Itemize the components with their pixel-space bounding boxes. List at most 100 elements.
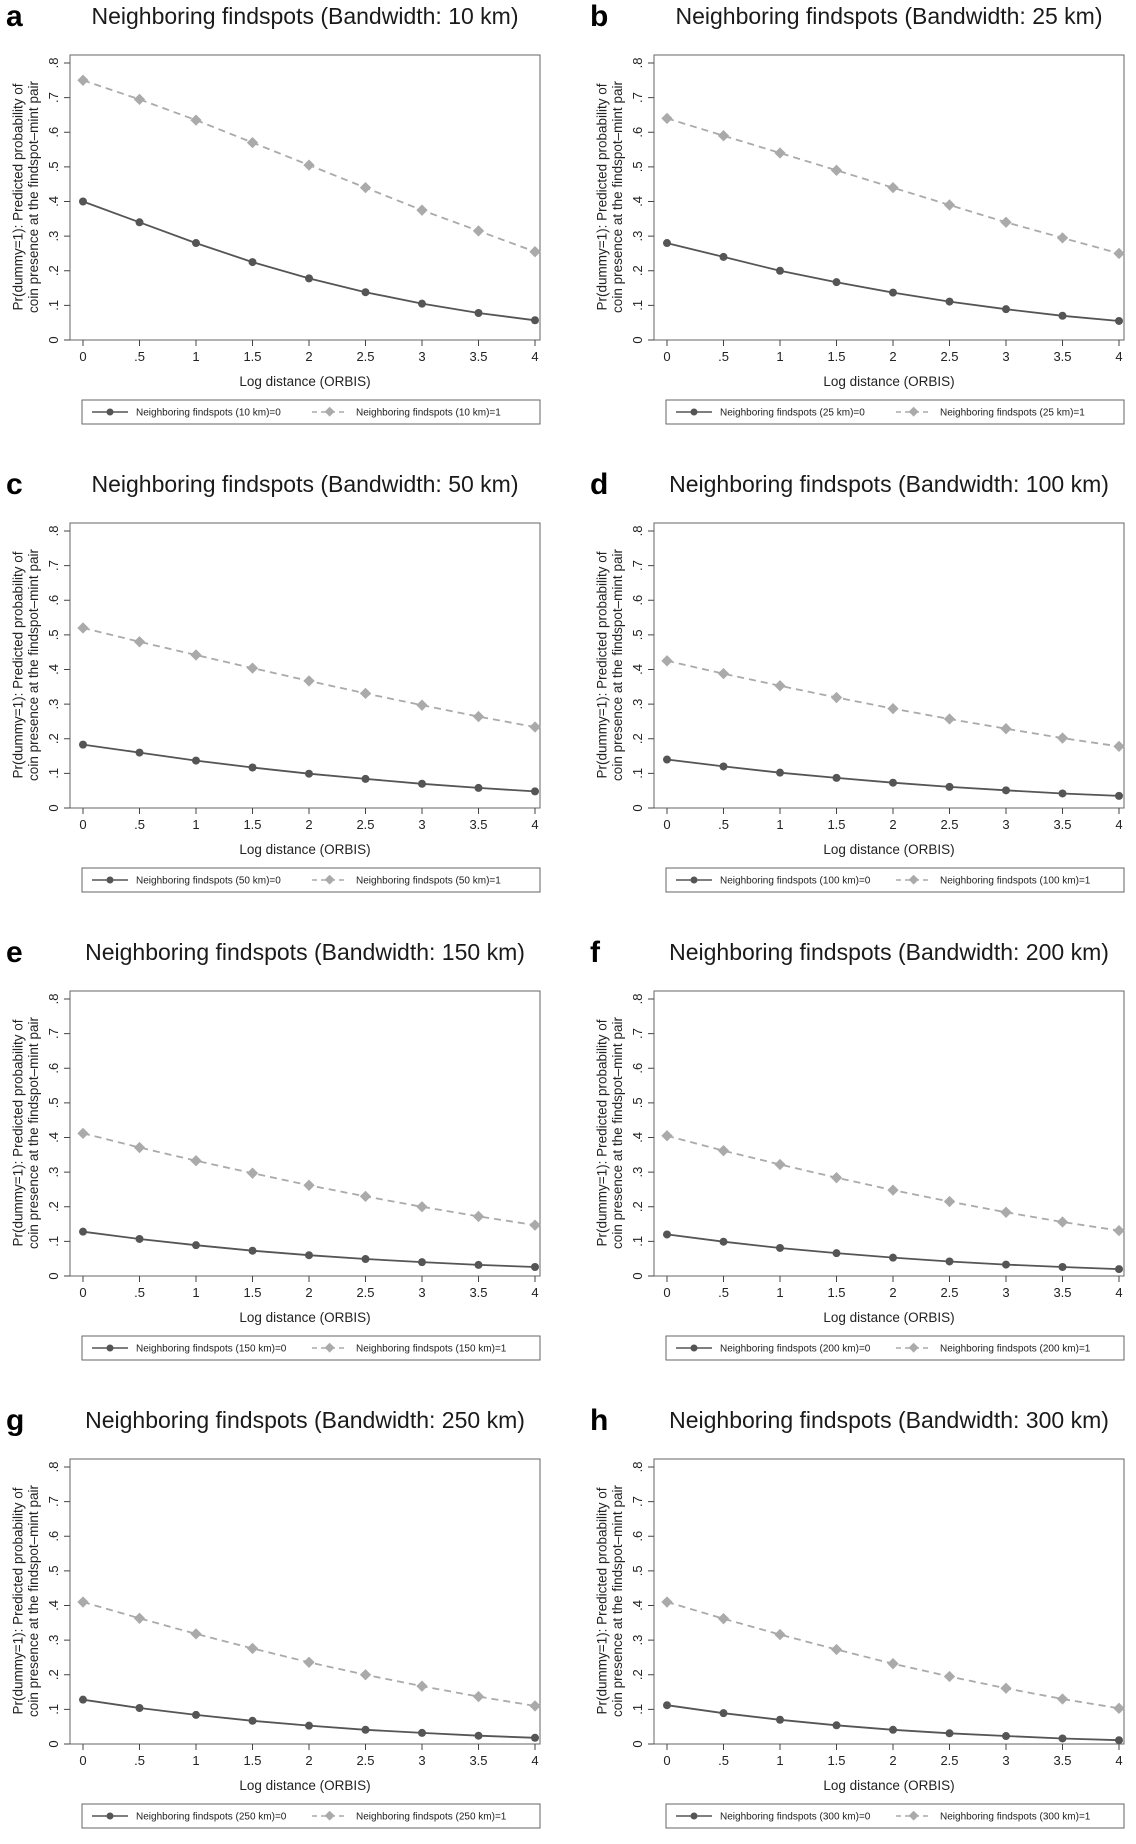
data-point [305, 1721, 313, 1730]
x-tick-label: 1 [776, 349, 783, 364]
y-axis-label: Pr(dummy=1): Predicted probability ofcoi… [11, 1017, 42, 1249]
x-tick-label: 1 [776, 1753, 783, 1768]
x-tick-label: 1.5 [827, 1285, 845, 1300]
x-tick-label: 2.5 [356, 349, 374, 364]
y-tick-label: .6 [630, 1063, 645, 1074]
legend-key-marker [106, 1344, 114, 1352]
y-tick-label: .6 [630, 1531, 645, 1542]
y-axis-label-line: Pr(dummy=1): Predicted probability of [11, 551, 26, 778]
data-point [190, 1155, 202, 1167]
series-line [82, 1132, 536, 1226]
data-point [1058, 789, 1067, 798]
data-point [661, 655, 673, 667]
chart-panel-f: f Neighboring findspots (Bandwidth: 200 k… [590, 936, 1125, 1361]
y-tick-label: .2 [46, 733, 61, 744]
y-tick-label: .6 [630, 595, 645, 606]
x-axis-label: Log distance (ORBIS) [823, 842, 954, 857]
data-point [190, 649, 202, 661]
y-tick-label: .1 [630, 768, 645, 779]
x-tick-label: 4 [531, 349, 538, 364]
data-point [305, 274, 313, 283]
data-point [1056, 1693, 1069, 1705]
data-point [474, 783, 483, 792]
y-tick-label: 0 [46, 1740, 61, 1747]
legend-key-marker [106, 876, 114, 884]
data-point [192, 1241, 200, 1250]
data-point [830, 1643, 843, 1656]
x-tick-label: 0 [79, 349, 86, 364]
x-axis: 0 .5 1 1.5 2 2.5 3 3.5 4 [79, 1744, 539, 1768]
series-1 [661, 1130, 1125, 1237]
series-line [666, 242, 1120, 322]
plot-frame [69, 522, 541, 809]
data-point [832, 278, 841, 287]
chart-title: Neighboring findspots (Bandwidth: 10 km) [91, 3, 518, 29]
x-tick-label: 1 [192, 349, 199, 364]
legend: Neighboring findspots (300 km)=0 Neighbor… [665, 1803, 1125, 1829]
y-tick-label: .5 [46, 629, 61, 640]
data-point [305, 769, 313, 778]
legend-label: Neighboring findspots (250 km)=0 [136, 1812, 287, 1823]
data-point [303, 159, 315, 171]
legend-label: Neighboring findspots (300 km)=0 [720, 1812, 871, 1823]
y-tick-label: .1 [46, 300, 61, 311]
series-1 [661, 655, 1125, 753]
x-tick-label: 3 [1002, 1285, 1009, 1300]
x-tick-label: 3 [418, 349, 425, 364]
y-axis-label-line: coin presence at the findspot–mint pair [610, 1017, 625, 1249]
y-axis-label-line: Pr(dummy=1): Predicted probability of [595, 83, 610, 310]
y-tick-label: 0 [46, 804, 61, 811]
y-axis-label: Pr(dummy=1): Predicted probability ofcoi… [11, 1485, 42, 1717]
data-point [1056, 732, 1069, 744]
panel-letter: b [590, 0, 608, 33]
y-tick-label: .2 [46, 265, 61, 276]
y-axis-label-line: coin presence at the findspot–mint pair [26, 81, 41, 313]
x-tick-label: .5 [134, 1753, 145, 1768]
chart-panel-b: b Neighboring findspots (Bandwidth: 25 km… [590, 0, 1125, 425]
series-line [82, 200, 536, 322]
y-tick-label: .3 [630, 1635, 645, 1646]
x-tick-label: 0 [79, 817, 86, 832]
x-axis: 0 .5 1 1.5 2 2.5 3 3.5 4 [79, 1276, 539, 1300]
series-line [82, 1230, 536, 1268]
x-tick-label: 0 [663, 1753, 670, 1768]
x-tick-label: 0 [663, 817, 670, 832]
data-point [361, 1255, 370, 1264]
data-point [79, 1227, 87, 1236]
data-point [889, 1725, 897, 1734]
chart-panel-h: h Neighboring findspots (Bandwidth: 300 k… [590, 1404, 1125, 1829]
legend-box [665, 399, 1125, 425]
x-tick-label: 3 [1002, 349, 1009, 364]
data-point [135, 1234, 144, 1243]
y-axis-label: Pr(dummy=1): Predicted probability ofcoi… [595, 1485, 626, 1717]
data-point [531, 787, 539, 796]
y-tick-label: .7 [630, 92, 645, 103]
legend-label: Neighboring findspots (10 km)=1 [356, 408, 501, 419]
series-line [666, 1601, 1120, 1710]
data-point [889, 1253, 897, 1262]
x-tick-label: 1 [192, 817, 199, 832]
y-axis-label-line: Pr(dummy=1): Predicted probability of [595, 1487, 610, 1714]
data-point [248, 1246, 257, 1255]
data-point [1115, 1736, 1123, 1745]
y-tick-label: 0 [46, 336, 61, 343]
y-axis: 0 .1 .2 .3 .4 .5 .6 .7 .8 [630, 58, 654, 344]
data-point [135, 218, 144, 227]
x-tick-label: 1 [776, 817, 783, 832]
x-tick-label: .5 [134, 817, 145, 832]
data-point [887, 702, 899, 715]
data-point [1056, 232, 1069, 244]
y-tick-label: .2 [630, 1669, 645, 1680]
legend-key-marker [324, 1342, 335, 1353]
data-point [192, 756, 200, 765]
y-axis: 0 .1 .2 .3 .4 .5 .6 .7 .8 [630, 526, 654, 812]
legend-label: Neighboring findspots (100 km)=0 [720, 876, 871, 887]
legend-box [81, 1803, 541, 1829]
y-tick-label: .2 [46, 1669, 61, 1680]
data-point [133, 1612, 146, 1624]
y-tick-label: .4 [630, 1600, 645, 1611]
legend-key-marker [106, 1812, 114, 1820]
x-tick-label: 2 [889, 1285, 896, 1300]
plot-frame [69, 1458, 541, 1745]
data-point [1058, 311, 1067, 320]
